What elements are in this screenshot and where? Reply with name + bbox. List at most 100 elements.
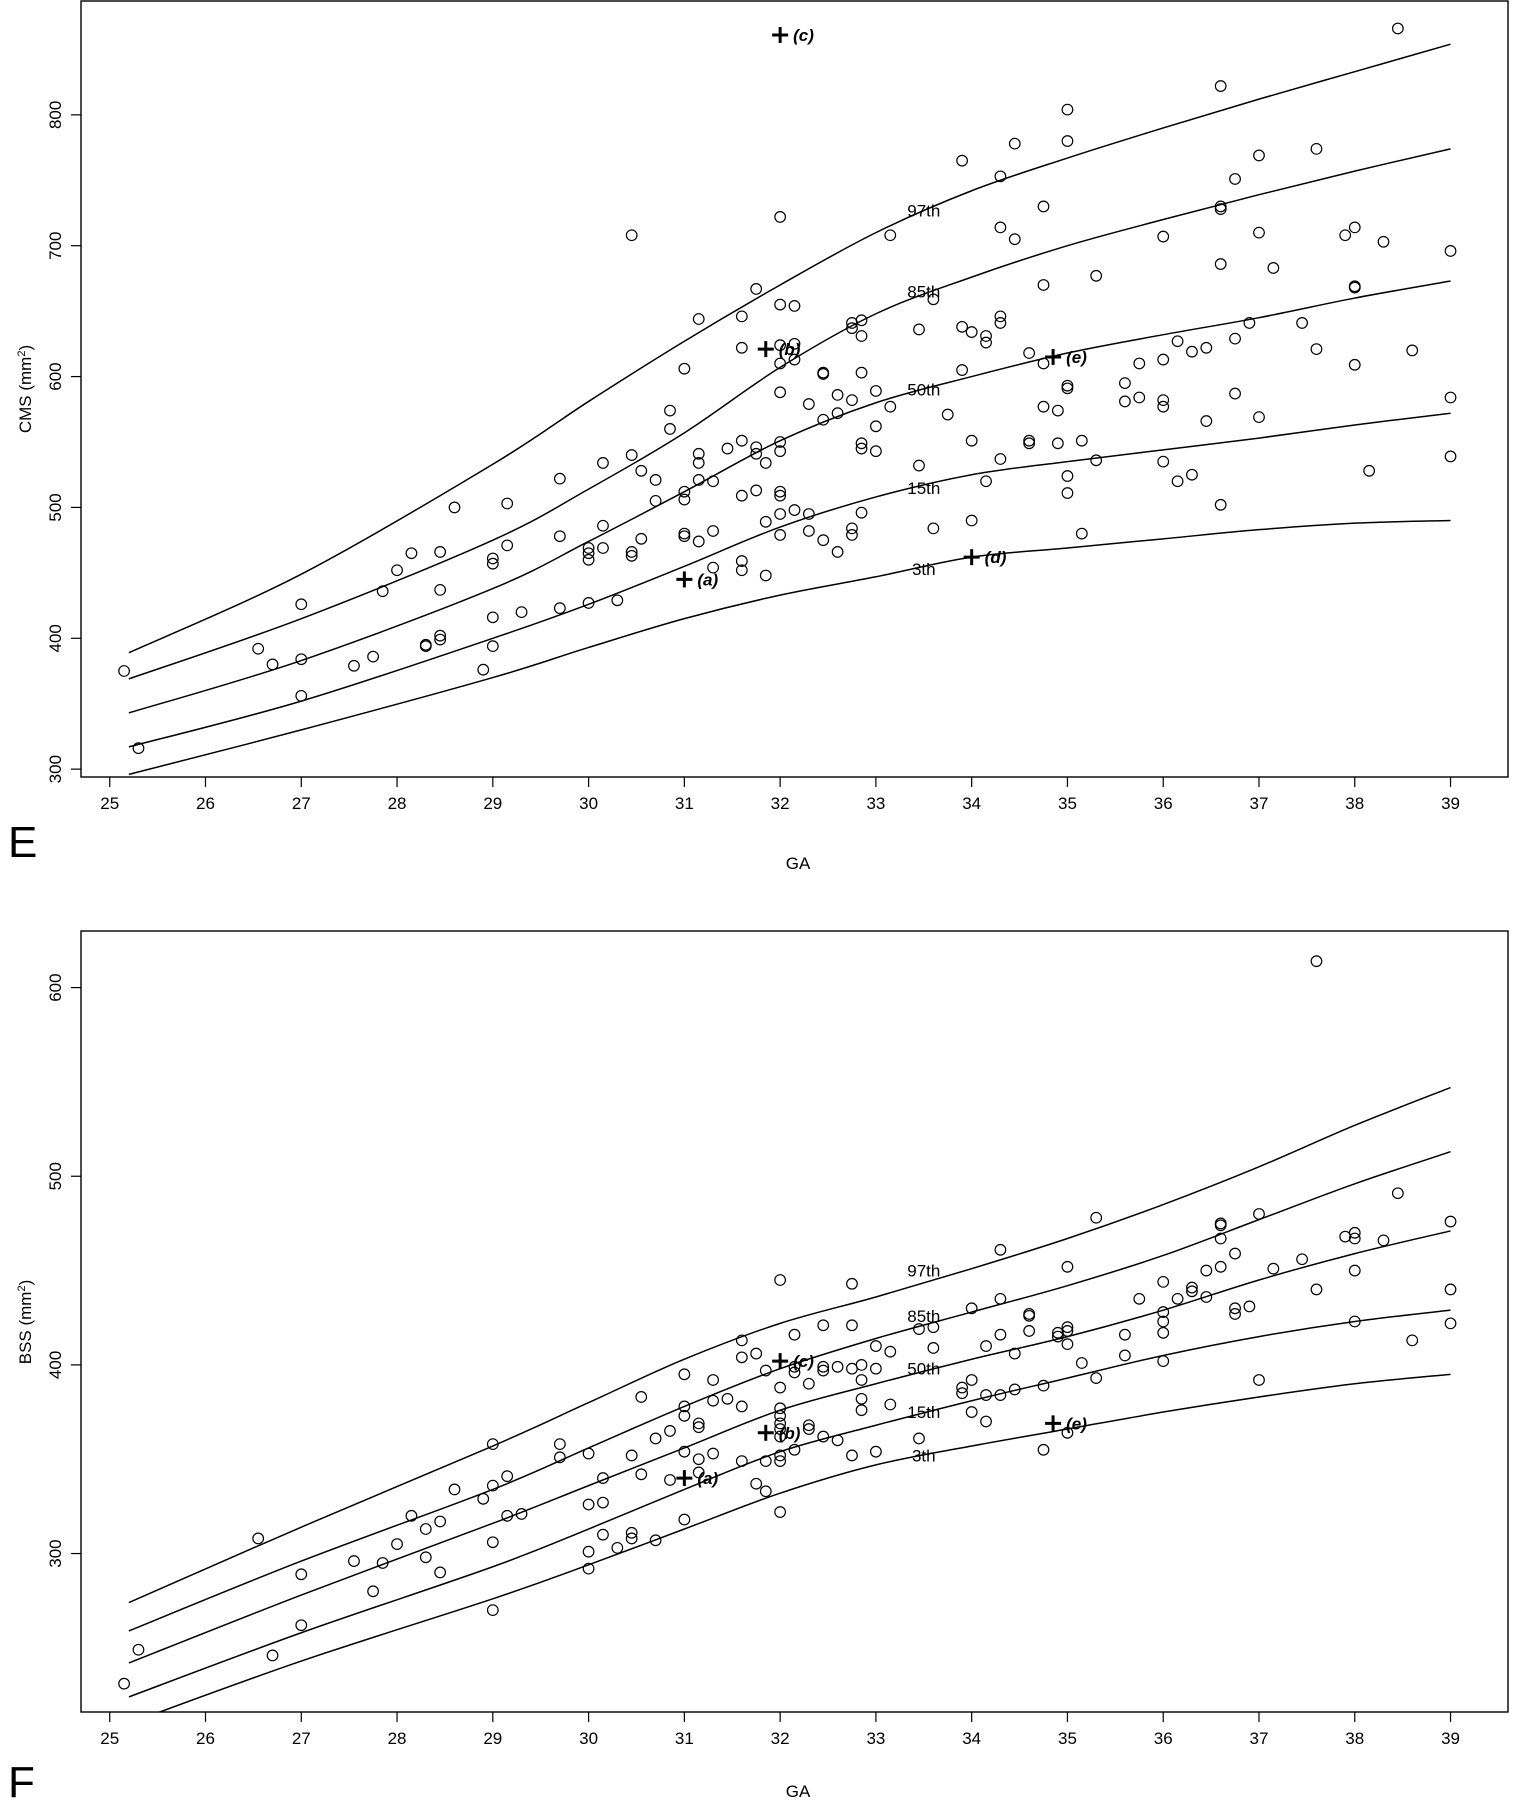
data-point [1186, 1285, 1198, 1298]
data-point [635, 464, 648, 477]
data-point [477, 663, 490, 676]
data-point [774, 298, 787, 311]
data-point [846, 394, 858, 407]
data-point [788, 300, 801, 312]
data-point [774, 1402, 787, 1415]
data-point [774, 1455, 787, 1467]
data-point [553, 602, 566, 615]
data-point [678, 1445, 691, 1458]
data-point [1061, 1260, 1074, 1273]
data-point [486, 552, 499, 565]
case-marker-label: (c) [793, 1352, 814, 1371]
y-tick-label: 500 [46, 493, 65, 521]
data-point [132, 1643, 145, 1656]
data-point [266, 658, 279, 671]
data-point [774, 1381, 787, 1394]
percentile-curve-85th [128, 1151, 1451, 1632]
data-point [1229, 387, 1241, 400]
data-point [582, 553, 595, 566]
data-point [625, 546, 638, 558]
data-point [405, 1509, 418, 1522]
data-point [870, 1445, 882, 1458]
case-marker-label: (e) [1066, 348, 1087, 367]
case-marker [757, 341, 774, 358]
x-tick-label: 29 [483, 1729, 502, 1748]
data-point [1008, 233, 1021, 246]
data-point [649, 1534, 662, 1547]
y-tick-label: 400 [46, 624, 65, 652]
data-point [448, 501, 461, 514]
data-point [1008, 137, 1021, 150]
data-point [870, 1340, 882, 1352]
data-point [1061, 135, 1074, 147]
data-point [788, 337, 801, 350]
case-marker-label: (b) [779, 340, 801, 359]
data-point [486, 1479, 499, 1492]
data-point [855, 366, 868, 379]
data-point [553, 472, 566, 485]
data-point [980, 336, 992, 349]
data-point [625, 1532, 638, 1545]
data-point [735, 310, 748, 323]
data-point [1253, 411, 1265, 424]
data-point [802, 1423, 815, 1435]
data-point [1200, 1291, 1213, 1303]
x-tick-label: 25 [100, 794, 119, 813]
bss-panel: 25 26 27 28 29 30 31 32 33 34 35 36 37 38 39 300 400 500 6… [8, 930, 1509, 1800]
data-point [1090, 454, 1103, 467]
data-point [597, 1528, 609, 1541]
data-point [501, 539, 514, 552]
y-tick-label: 300 [46, 1539, 65, 1567]
data-point [1171, 1292, 1184, 1305]
x-tick-label: 30 [579, 794, 598, 813]
data-point [1444, 391, 1457, 404]
case-marker-label: (a) [697, 1469, 718, 1488]
data-point [735, 1400, 748, 1413]
data-point [1348, 1232, 1361, 1245]
y-tick-label: 800 [46, 101, 65, 129]
data-point [1253, 1374, 1265, 1386]
data-point [295, 598, 308, 611]
data-point [994, 310, 1007, 323]
data-point [707, 1447, 719, 1460]
data-point [582, 1447, 595, 1460]
data-point [625, 1526, 638, 1539]
data-point [1061, 470, 1074, 482]
y-axis-label: CMS (mm2) [16, 345, 35, 433]
data-point [692, 457, 705, 469]
data-point [1444, 450, 1457, 463]
data-point [707, 1394, 719, 1407]
data-point [707, 525, 719, 537]
x-tick-label: 34 [962, 794, 981, 813]
percentile-curve-85th [128, 148, 1451, 680]
data-point [582, 1562, 595, 1575]
data-point [1214, 498, 1227, 511]
case-marker [757, 1424, 774, 1441]
data-point [664, 1474, 676, 1486]
data-point [486, 640, 499, 653]
data-point [1214, 258, 1227, 270]
data-point [597, 1472, 609, 1484]
data-point [678, 485, 691, 498]
data-point [707, 1374, 719, 1386]
x-tick-label: 31 [675, 1729, 694, 1748]
data-point [692, 1417, 705, 1430]
data-point [980, 1389, 992, 1401]
data-point [774, 529, 787, 541]
data-point [759, 515, 772, 528]
data-point [994, 453, 1007, 465]
x-tick-label: 38 [1345, 1729, 1364, 1748]
data-point [678, 1400, 691, 1413]
data-point [927, 1342, 940, 1354]
x-tick-label: 32 [771, 794, 790, 813]
data-point [735, 555, 748, 567]
data-point [486, 611, 499, 624]
data-point [1253, 226, 1265, 239]
data-point [817, 1364, 830, 1377]
data-point [774, 339, 787, 352]
data-point [118, 665, 130, 677]
data-point [419, 640, 432, 653]
data-point [625, 1449, 638, 1462]
data-point [678, 493, 691, 506]
